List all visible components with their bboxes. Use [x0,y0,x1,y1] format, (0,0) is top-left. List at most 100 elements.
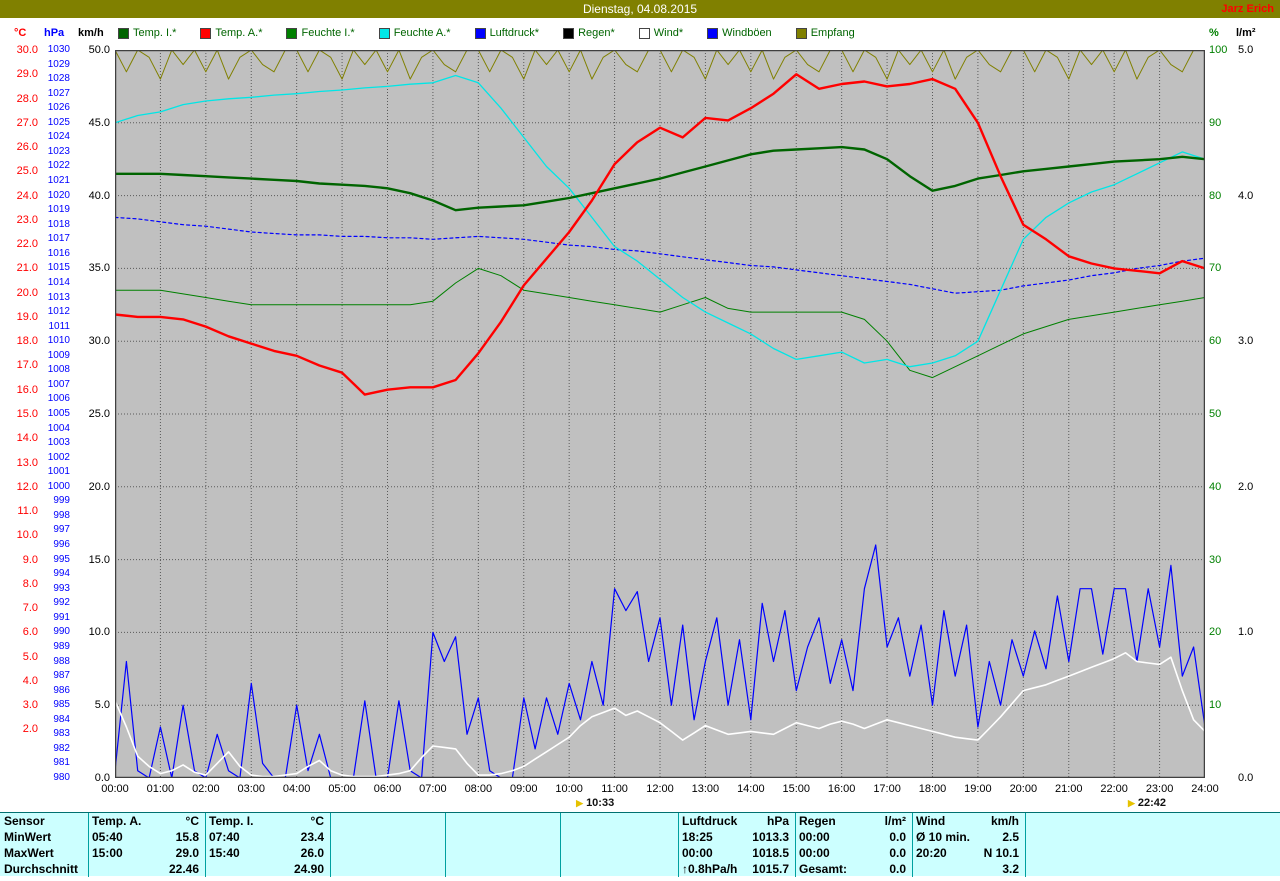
temp-axis-tick: 3.0 [22,699,38,712]
table-cell-luftdruck: ↑0.8hPa/h 1015.7 [678,861,795,877]
temp-axis-tick: 29.0 [16,68,38,81]
x-axis-tick: 21:00 [1054,783,1083,795]
table-cell-temp_i: 15:40 26.0 [205,845,330,861]
legend-swatch-empfang [795,27,807,39]
x-axis-tick: 19:00 [964,783,992,795]
table-cell-temp_a-value: 15.8 [175,830,199,844]
table-header-regen-label: Regen [799,814,836,828]
temp-axis-tick: 2.0 [22,723,38,736]
windspeed-axis-tick: 40.0 [88,189,110,202]
pressure-axis-tick: 986 [53,684,70,696]
table-header-wind-label: Wind [916,814,946,828]
rain-axis-unit: l/m² [1236,27,1256,39]
x-axis-tick: 08:00 [464,783,493,795]
legend-item-empfang: Empfang [795,27,855,39]
humidity-axis-tick: 10 [1209,699,1222,712]
table-header-temp_i-value: °C [310,814,324,828]
temp-axis-tick: 27.0 [16,116,38,129]
table-cell-temp_a: 15:00 29.0 [88,845,205,861]
humidity-axis-tick: 50 [1209,408,1222,420]
plot-area[interactable] [115,50,1205,778]
windspeed-axis-tick: 15.0 [88,553,110,566]
pressure-axis-tick: 1010 [47,335,70,347]
table-cell-temp_i: 24.90 [205,861,330,877]
legend-label: Temp. A.* [215,27,263,39]
legend-item-feuchte_i: Feuchte I.* [286,27,355,39]
table-divider [912,813,913,877]
chart-legend: Temp. I.* Temp. A.* Feuchte I.* Feuchte A.*… [118,25,855,41]
legend-item-regen: Regen* [563,27,615,39]
table-cell-regen: 00:00 0.0 [795,829,912,845]
pressure-axis-tick: 980 [53,772,70,783]
legend-swatch-temp_i [118,27,129,39]
x-axis-tick: 09:00 [509,783,538,795]
series-temp_i [115,145,1205,212]
legend-item-temp_i: Temp. I.* [118,27,176,39]
table-cell-temp_i-label: 15:40 [209,846,240,860]
pressure-axis-tick: 984 [53,713,70,725]
temp-axis-tick: 23.0 [16,213,38,226]
pressure-axis-tick: 985 [53,699,70,711]
series-luftdruck [115,216,1205,294]
x-axis-tick: 07:00 [419,783,447,795]
humidity-axis-tick: 100 [1209,44,1228,56]
temp-axis-tick: 5.0 [22,650,38,663]
temp-axis-tick: 19.0 [16,310,38,323]
pressure-axis-tick: 992 [53,597,70,609]
x-axis-tick: 11:00 [601,783,628,795]
table-cell-regen: 00:00 0.0 [795,845,912,861]
pressure-axis-tick: 1005 [47,408,70,419]
legend-item-temp_a: Temp. A.* [200,27,262,39]
x-axis-tick: 04:00 [282,783,311,795]
series-feuchte_a [115,74,1205,368]
pressure-axis-tick: 1014 [47,276,70,288]
humidity-axis-tick: 60 [1209,335,1222,348]
table-cell-regen-label: 00:00 [799,830,830,844]
temp-axis-tick: 8.0 [22,577,38,590]
wind-axis-unit: km/h [78,27,104,39]
pressure-axis-tick: 1026 [47,102,70,114]
table-cell-wind-value: N 10.1 [983,846,1019,860]
pressure-axis-tick: 999 [53,495,70,507]
pressure-axis-tick: 1007 [47,378,70,390]
table-cell-temp_a-value: 29.0 [175,846,199,860]
table-cell-regen-label: 00:00 [799,846,830,860]
legend-swatch-regen [563,27,575,39]
legend-label: Luftdruck* [489,27,540,39]
pressure-axis-tick: 1021 [47,175,70,187]
temp-axis-tick: 21.0 [16,262,38,275]
rain-axis-tick: 1.0 [1238,626,1254,639]
table-cell-temp_a: 05:40 15.8 [88,829,205,845]
table-cell-temp_a-label: 05:40 [92,830,123,844]
humidity-axis-tick: 20 [1209,626,1222,639]
title-bar: Dienstag, 04.08.2015 Jarz Erich [0,0,1280,18]
temp-axis-tick: 16.0 [16,383,38,396]
pressure-axis-tick: 1008 [47,364,70,376]
legend-swatch-feuchte_i [286,27,298,39]
table-header-temp_i: Temp. I. °C [205,813,330,829]
temp-axis-tick: 10.0 [16,529,38,542]
table-cell-luftdruck-value: 1018.5 [752,846,789,860]
legend-item-wind: Wind* [638,27,683,39]
temp-axis-tick: 4.0 [22,674,38,687]
temp-axis-tick: 28.0 [16,92,38,105]
x-axis-tick: 15:00 [782,783,811,795]
humidity-axis-unit: % [1209,27,1219,39]
table-cell-regen-value: 0.0 [889,862,906,876]
table-header-sensor: Sensor [0,813,88,829]
humidity-axis-tick: 80 [1209,189,1222,202]
marker-time: 10:33 [586,797,615,809]
legend-label: Feuchte I.* [301,27,355,39]
time-marker: ▶ 22:42 [1128,797,1166,809]
rain-axis-tick: 0.0 [1238,772,1254,784]
pressure-axis-unit: hPa [44,27,65,39]
table-cell-temp_a-value: 22.46 [168,862,199,876]
table-row-label: MinWert [0,829,88,845]
table-header-regen-value: l/m² [884,814,906,828]
table-cell-luftdruck-value: 1013.3 [752,830,789,844]
rain-axis-tick: 4.0 [1238,189,1254,202]
table-cell-luftdruck-value: 1015.7 [752,862,789,876]
pressure-axis-tick: 1025 [47,116,70,128]
temp-axis-tick: 15.0 [16,408,38,420]
table-header-luftdruck-value: hPa [766,814,789,828]
